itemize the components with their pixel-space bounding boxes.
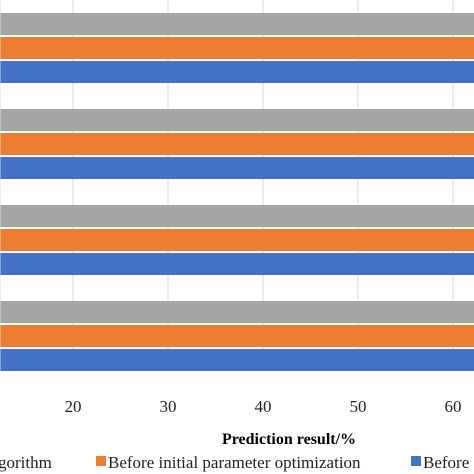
x-tick-label-30: 30 (160, 397, 177, 416)
bar-group2-series3 (0, 157, 474, 179)
bar-group1-series2 (0, 37, 474, 59)
legend-label-3: Before (423, 453, 469, 472)
x-tick-label-50: 50 (350, 397, 367, 416)
bar-group3-series2 (0, 229, 474, 251)
bar-group2-series2 (0, 133, 474, 155)
x-tick-label-20: 20 (65, 397, 82, 416)
bar-group1-series1 (0, 13, 474, 35)
legend-marker-2 (96, 456, 106, 466)
bar-group4-series3 (0, 349, 474, 371)
legend-marker-3 (411, 456, 421, 466)
bar-group3-series1 (0, 205, 474, 227)
bar-group1-series3 (0, 61, 474, 83)
legend-label-2: Before initial parameter optimization (108, 453, 361, 472)
x-tick-label-60: 60 (445, 397, 462, 416)
bar-group3-series3 (0, 253, 474, 275)
x-tick-label-40: 40 (255, 397, 272, 416)
bar-group4-series1 (0, 301, 474, 323)
legend: gorithm Before initial parameter optimiza… (0, 453, 469, 472)
legend-label-1: gorithm (0, 453, 52, 472)
x-tick-labels: 20 30 40 50 60 (65, 397, 462, 416)
bar-group4-series2 (0, 325, 474, 347)
bar-group2-series1 (0, 109, 474, 131)
x-axis-title: Prediction result/% (222, 431, 356, 448)
bars (0, 13, 474, 371)
